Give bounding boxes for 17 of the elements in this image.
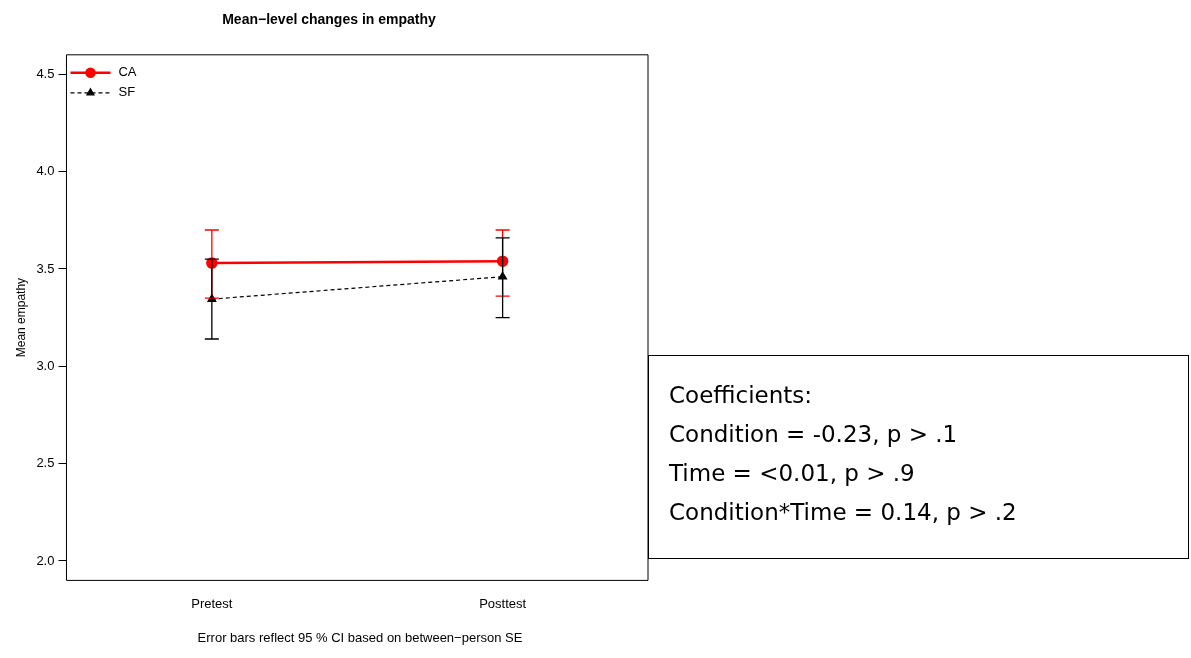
text: Error bars reflect 95 % CI based on between−person SE: [196, 630, 524, 645]
y-tick-label: 4.0: [36, 163, 55, 179]
legend-label: SF: [118, 84, 136, 100]
x-tick-label: Pretest: [191, 595, 233, 611]
text: Time = <0.01, p > .9: [669, 459, 916, 488]
y-tick-label: 3.5: [36, 260, 55, 276]
y-tick-label: 2.5: [36, 455, 55, 471]
text: Condition = -0.23, p > .1: [669, 420, 959, 449]
y-axis-title: Mean empathy: [13, 277, 28, 358]
chart-title: Mean−level changes in empathy: [222, 11, 436, 28]
legend-label: CA: [118, 64, 137, 80]
text: Coefficients:: [669, 381, 814, 410]
y-tick-label: 4.5: [36, 65, 55, 81]
y-tick-label: 2.0: [36, 552, 55, 568]
y-tick-label: 3.0: [36, 357, 55, 373]
x-tick-label: Posttest: [479, 595, 527, 611]
text: Condition*Time = 0.14, p > .2: [669, 498, 1018, 527]
